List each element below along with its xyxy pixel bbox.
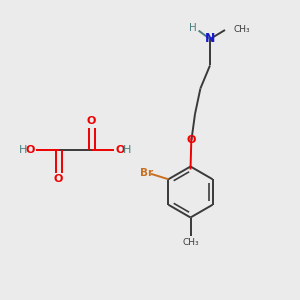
Text: O: O (116, 145, 125, 155)
Text: O: O (54, 174, 63, 184)
Text: O: O (25, 145, 34, 155)
Text: H: H (19, 145, 28, 155)
Text: O: O (87, 116, 96, 126)
Text: N: N (205, 32, 215, 46)
Text: O: O (187, 135, 196, 146)
Text: CH₃: CH₃ (233, 25, 250, 34)
Text: H: H (123, 145, 131, 155)
Text: CH₃: CH₃ (182, 238, 199, 247)
Text: Br: Br (140, 168, 153, 178)
Text: H: H (189, 23, 196, 33)
